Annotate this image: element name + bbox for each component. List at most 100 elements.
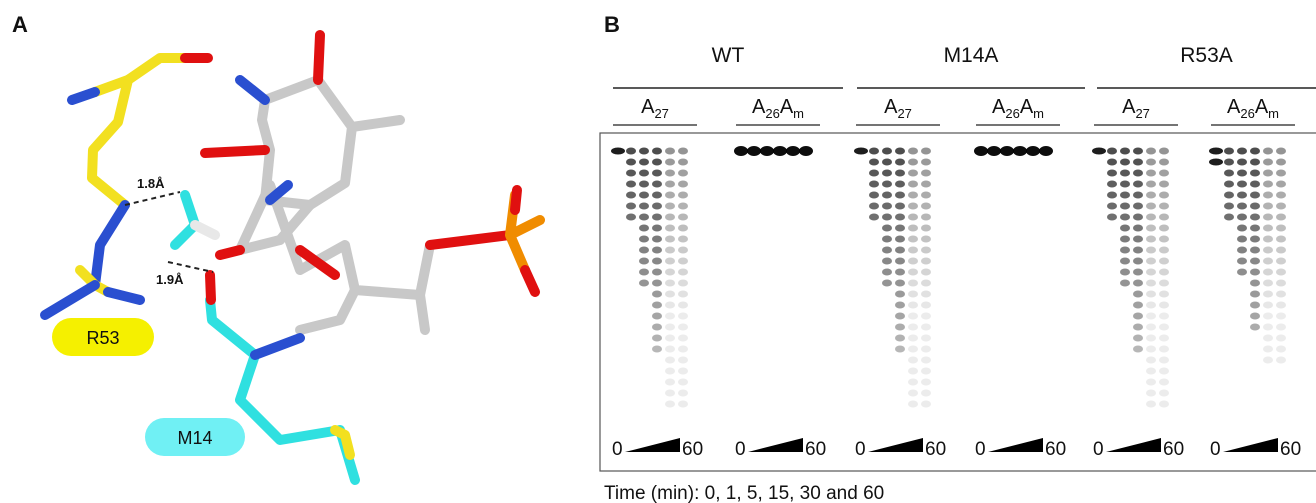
gel-band: [1120, 147, 1130, 155]
gel-band: [799, 146, 813, 156]
residue-label: M14: [177, 428, 212, 448]
gel-band: [1250, 202, 1260, 210]
gel-band: [1133, 257, 1143, 265]
gel-band: [895, 213, 905, 221]
gel-band: [678, 191, 688, 199]
gel-band: [1224, 191, 1234, 199]
gel-band: [1146, 367, 1156, 375]
gel-band: [908, 378, 918, 386]
nitrogen: [103, 287, 145, 305]
ramp-wedge: [625, 438, 680, 452]
gel-band: [908, 224, 918, 232]
lane-label-part: A: [992, 96, 1006, 118]
gel-band: [1250, 147, 1260, 155]
gel-band: [652, 224, 662, 232]
gel-band: [1263, 224, 1273, 232]
gel-band: [1107, 213, 1117, 221]
gel-band: [1133, 169, 1143, 177]
gel-band: [626, 202, 636, 210]
lane-label-part: A: [1122, 96, 1136, 118]
gel-band: [1107, 169, 1117, 177]
gel-band: [1120, 279, 1130, 287]
gel-band: [1237, 191, 1247, 199]
gel-band: [1133, 268, 1143, 276]
gel-band: [1107, 158, 1117, 166]
gel-band: [1133, 279, 1143, 287]
gel-band: [921, 345, 931, 353]
gel-band: [1133, 323, 1143, 331]
gel-band: [1224, 158, 1234, 166]
gel-band: [665, 169, 675, 177]
gel-band: [908, 147, 918, 155]
lane-label-part: A: [884, 96, 898, 118]
lane-label: A26Am: [1227, 96, 1279, 121]
gel-band: [1146, 213, 1156, 221]
gel-band: [987, 146, 1001, 156]
gel-band: [882, 213, 892, 221]
gel-band: [1276, 268, 1286, 276]
lane-label: A27: [641, 96, 669, 121]
ramp-wedge: [748, 438, 803, 452]
gel-band: [652, 257, 662, 265]
nitrogen: [67, 87, 100, 105]
lane-label: A27: [1122, 96, 1150, 121]
gel-band: [921, 169, 931, 177]
gel-band: [908, 400, 918, 408]
lane-label-part: m: [1033, 106, 1044, 121]
lane-label-part: 27: [654, 106, 668, 121]
gel-band: [652, 246, 662, 254]
gel-band: [869, 169, 879, 177]
lane-label: A26Am: [752, 96, 804, 121]
gel-band: [652, 334, 662, 342]
gel-band: [895, 323, 905, 331]
gel-band: [1237, 257, 1247, 265]
gel-band: [921, 301, 931, 309]
gel-band: [665, 356, 675, 364]
gel-band: [1133, 202, 1143, 210]
gel-band: [786, 146, 800, 156]
gel-band: [678, 268, 688, 276]
gel-band: [1133, 301, 1143, 309]
gel-band: [1159, 279, 1169, 287]
gel-band: [908, 389, 918, 397]
gel-band: [1209, 158, 1223, 166]
gel-band: [921, 213, 931, 221]
lane-label-part: A: [752, 96, 766, 118]
gel-band: [908, 191, 918, 199]
gel-band: [665, 334, 675, 342]
gel-band: [1276, 235, 1286, 243]
gel-band: [1276, 356, 1286, 364]
gel-band: [1237, 235, 1247, 243]
gel-band: [1237, 147, 1247, 155]
ramp-start: 0: [855, 439, 866, 460]
gel-band: [1146, 290, 1156, 298]
ramp-wedge: [988, 438, 1043, 452]
oxygen: [425, 230, 515, 250]
group-label: R53A: [1180, 44, 1233, 67]
gel-band: [1107, 191, 1117, 199]
gel-band: [1276, 312, 1286, 320]
gel-band: [678, 345, 688, 353]
r53-guanidinium: [90, 200, 130, 290]
gel-band: [1159, 389, 1169, 397]
gel-band: [1159, 378, 1169, 386]
oxygen: [520, 265, 540, 297]
gel-band: [908, 202, 918, 210]
lane-label: A27: [884, 96, 912, 121]
gel-band: [908, 169, 918, 177]
gel-band: [895, 224, 905, 232]
gel-band: [1250, 301, 1260, 309]
gel-band: [1263, 279, 1273, 287]
ramp-end: 60: [1163, 439, 1184, 460]
gel-band: [895, 147, 905, 155]
gel-band: [678, 279, 688, 287]
gel-band: [895, 279, 905, 287]
gel-band: [1263, 345, 1273, 353]
gel-band: [869, 213, 879, 221]
residue-label: R53: [86, 328, 119, 348]
gel-band: [665, 268, 675, 276]
gel-band: [1146, 345, 1156, 353]
lane-label-part: 26: [765, 106, 779, 121]
gel-band: [1133, 224, 1143, 232]
gel-band: [1159, 158, 1169, 166]
